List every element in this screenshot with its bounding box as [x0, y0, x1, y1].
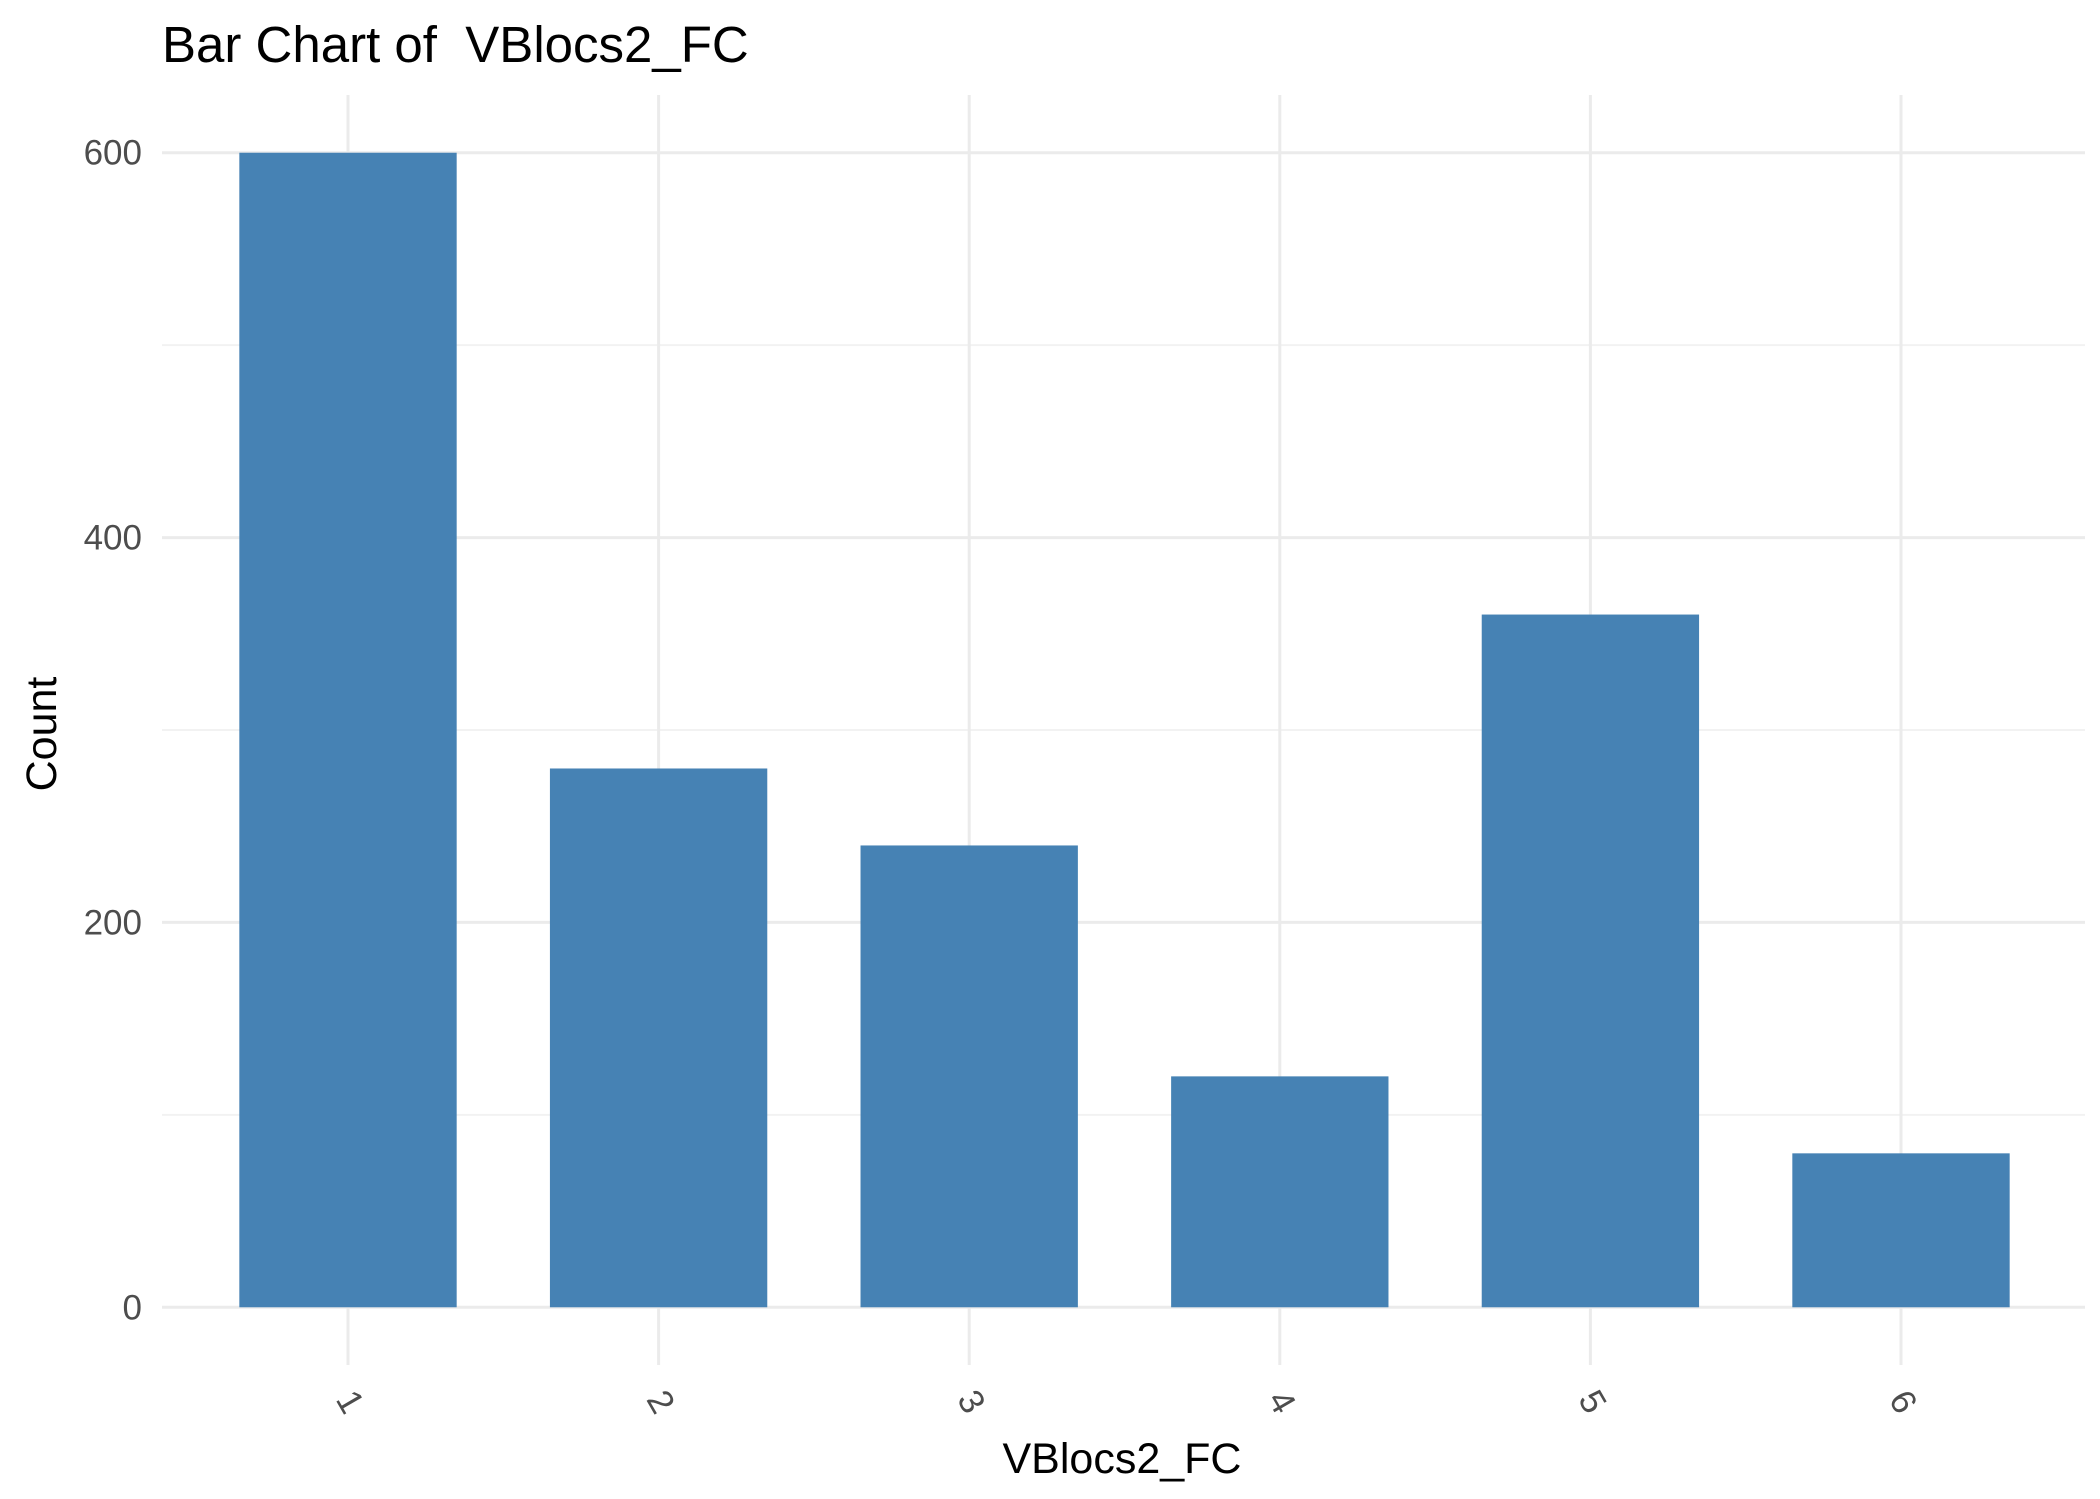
- y-tick-label: 200: [84, 903, 142, 942]
- bar-4: [1171, 1076, 1389, 1308]
- y-axis-ticks: 0 200 400 600: [84, 134, 142, 1328]
- bar-5: [1481, 614, 1700, 1308]
- x-tick-label: 2: [639, 1384, 683, 1420]
- y-axis-title: Count: [18, 677, 66, 792]
- y-tick-label: 600: [84, 134, 142, 173]
- x-tick-label: 6: [1881, 1384, 1925, 1420]
- x-tick-label: 3: [949, 1384, 993, 1420]
- x-axis-title: VBlocs2_FC: [1003, 1435, 1242, 1483]
- bar-3: [860, 845, 1078, 1308]
- y-tick-label: 400: [84, 519, 142, 558]
- x-tick-label: 4: [1260, 1384, 1304, 1420]
- y-tick-label: 0: [123, 1288, 142, 1327]
- x-tick-label: 5: [1571, 1384, 1615, 1420]
- x-axis-ticks: 1 2 3 4 5 6: [328, 1384, 1925, 1420]
- chart-title: Bar Chart of VBlocs2_FC: [162, 16, 749, 73]
- bar-6: [1792, 1153, 2010, 1308]
- bar-2: [549, 768, 768, 1308]
- bars-layer: [239, 152, 2010, 1308]
- bar-1: [239, 152, 457, 1308]
- x-tick-label: 1: [328, 1384, 372, 1420]
